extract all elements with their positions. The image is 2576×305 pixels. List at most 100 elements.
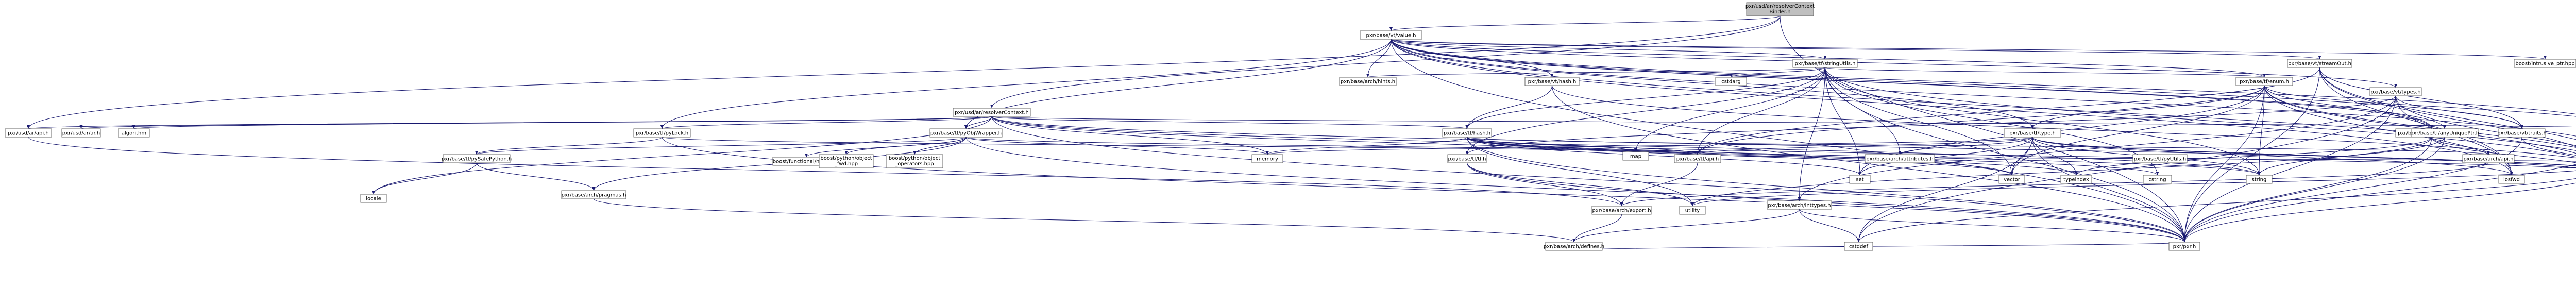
- node-pyObjWrapper[interactable]: pxr/base/tf/pyObjWrapper.h: [929, 128, 1003, 138]
- node-label: iosfwd: [2503, 177, 2520, 183]
- node-tfType[interactable]: pxr/base/tf/type.h: [2004, 128, 2061, 138]
- node-anyUniquePtr[interactable]: pxr/base/tf/anyUniquePtr.h: [2410, 128, 2479, 138]
- edge-arrowhead: [1572, 239, 1575, 242]
- node-vtTypes[interactable]: pxr/base/vt/types.h: [2369, 87, 2422, 96]
- node-tfEnum[interactable]: pxr/base/tf/enum.h: [2235, 77, 2293, 86]
- node-box: [1442, 128, 1492, 138]
- edge-tfHash-to-string: [1467, 137, 2260, 176]
- node-vtHash[interactable]: pxr/base/vt/hash.h: [1524, 77, 1580, 86]
- edge-arrowhead: [1620, 202, 1623, 206]
- node-api[interactable]: pxr/usd/ar/api.h: [5, 128, 52, 138]
- node-pyLock[interactable]: pxr/base/tf/pyLock.h: [633, 128, 691, 138]
- edge-tfEnum-to-safeTypeCompare: [2264, 85, 2576, 117]
- node-boostIntrusive: boost/intrusive_ptr.hpp: [2514, 59, 2576, 68]
- edge-pyLock-to-pxr: [662, 137, 2185, 243]
- node-label: pxr/base/tf/type.h: [2009, 131, 2056, 137]
- node-cstdarg: cstdarg: [1715, 77, 1747, 86]
- edge-stringUtils-to-cstdarg: [1731, 67, 1825, 78]
- node-label: pxr/pxr.h: [2173, 244, 2196, 250]
- node-tfHash[interactable]: pxr/base/tf/hash.h: [1442, 128, 1492, 138]
- node-box: [2369, 87, 2422, 96]
- edge-tfType-to-typeindex: [2032, 137, 2077, 176]
- edge-value-to-stringUtils: [1391, 39, 1825, 60]
- edge-value-to-safeTypeCompare: [1391, 39, 2576, 115]
- edge-stringUtils-to-tfEnum: [1825, 67, 2265, 78]
- edge-arrowhead: [844, 151, 848, 155]
- node-pyUtils[interactable]: pxr/base/tf/pyUtils.h: [2132, 154, 2188, 163]
- node-box: [2498, 175, 2525, 184]
- edge-pointerAndBits-to-utility: [1692, 170, 2576, 207]
- edge-vtHash-to-tfHash: [1467, 85, 1552, 129]
- node-box: [886, 154, 943, 168]
- node-box: [1792, 59, 1858, 68]
- edge-demangle-to-typeindex: [2076, 137, 2432, 176]
- node-value[interactable]: pxr/base/vt/value.h: [1360, 30, 1422, 40]
- node-archApi[interactable]: pxr/base/arch/api.h: [2462, 154, 2515, 163]
- node-label: Binder.h: [1769, 9, 1790, 15]
- node-box: [2143, 175, 2172, 184]
- node-string: string: [2246, 175, 2273, 184]
- node-label: pxr/base/arch/export.h: [1592, 208, 1651, 214]
- node-hints[interactable]: pxr/base/arch/hints.h: [1339, 77, 1397, 86]
- node-tfApi[interactable]: pxr/base/tf/api.h: [1674, 154, 1721, 163]
- edge-inttypes-to-cstddef: [1799, 209, 1859, 243]
- edge-arrowhead: [2258, 172, 2261, 175]
- edge-tfEnum-to-tfType: [2032, 85, 2265, 129]
- edge-value-to-demangle: [1391, 39, 2432, 129]
- node-streamOut[interactable]: pxr/base/vt/streamOut.h: [2287, 59, 2352, 68]
- node-resolverContext[interactable]: pxr/usd/ar/resolverContext.h: [953, 108, 1031, 117]
- edge-tfHash-to-memory: [1267, 137, 1467, 155]
- node-box: [2514, 59, 2576, 68]
- node-box: [61, 128, 101, 138]
- edge-streamOut-to-pxr: [2184, 67, 2320, 243]
- edge-stringUtils-to-typeinfo: [1825, 67, 2576, 158]
- edge-binder-to-api: [28, 15, 1781, 129]
- node-box: [1715, 77, 1747, 86]
- edge-pyLock-to-tfApi: [662, 137, 1698, 155]
- edge-tf-to-utility: [1467, 162, 1693, 207]
- node-box: [2287, 59, 2352, 68]
- node-box: [2498, 128, 2546, 138]
- node-label: pxr/base/vt/traits.h: [2497, 131, 2547, 137]
- node-inttypes[interactable]: pxr/base/arch/inttypes.h: [1767, 200, 1832, 210]
- node-cstring: cstring: [2143, 175, 2172, 184]
- node-pragmas[interactable]: pxr/base/arch/pragmas.h: [561, 190, 626, 199]
- edge-value-to-vtTypes: [1391, 39, 2396, 88]
- node-label: pxr/base/arch/inttypes.h: [1768, 203, 1831, 209]
- node-archDefines[interactable]: pxr/base/arch/defines.h: [1544, 242, 1604, 251]
- edge-arrowhead: [79, 125, 83, 129]
- node-vtTraits[interactable]: pxr/base/vt/traits.h: [2497, 128, 2547, 138]
- node-tf[interactable]: pxr/base/tf/tf.h: [1447, 154, 1487, 163]
- edge-vtTypes-to-pxr: [2184, 95, 2396, 243]
- edge-stringUtils-to-pxr: [1825, 67, 2185, 243]
- edge-arrowhead: [2520, 125, 2523, 129]
- edge-arrowhead: [2510, 172, 2513, 175]
- edge-tfEnum-to-vector: [2011, 85, 2265, 176]
- edge-streamOut-to-typeTraits: [2319, 67, 2576, 140]
- node-box: [2235, 77, 2293, 86]
- node-label: algorithm: [122, 131, 146, 137]
- edge-resolverContext-to-memory: [991, 116, 1268, 155]
- edge-vtTypes-to-inttypes: [1799, 95, 2396, 201]
- edge-pyObjWrapper-to-boostPyObjFwd: [846, 137, 967, 155]
- node-pySafePython[interactable]: pxr/base/tf/pySafePython.h: [442, 154, 512, 163]
- node-attributes[interactable]: pxr/base/arch/attributes.h: [1865, 154, 1935, 163]
- node-box: [1844, 242, 1873, 251]
- edge-arrowhead: [1550, 74, 1554, 77]
- node-ar[interactable]: pxr/usd/ar/ar.h: [61, 128, 101, 138]
- edge-value-to-tfEnum: [1391, 39, 2265, 78]
- node-box: [2462, 154, 2515, 163]
- node-label: pxr/base/vt/hash.h: [1528, 79, 1577, 85]
- node-pxr[interactable]: pxr/pxr.h: [2168, 242, 2200, 251]
- edge-value-to-pxr: [1391, 39, 2185, 243]
- node-label: pxr/base/vt/streamOut.h: [2288, 61, 2351, 67]
- edge-arrowhead: [2394, 84, 2397, 88]
- edge-pyObjWrapper-to-boostPyObjOps: [914, 137, 967, 155]
- edge-api-to-archExport: [28, 137, 1622, 207]
- node-label: pxr/base/tf/stringUtils.h: [1795, 61, 1856, 67]
- node-archExport[interactable]: pxr/base/arch/export.h: [1591, 206, 1652, 215]
- edge-tfHash-to-set: [1467, 137, 1860, 176]
- node-stringUtils[interactable]: pxr/base/tf/stringUtils.h: [1792, 59, 1858, 68]
- node-box: [1849, 175, 1871, 184]
